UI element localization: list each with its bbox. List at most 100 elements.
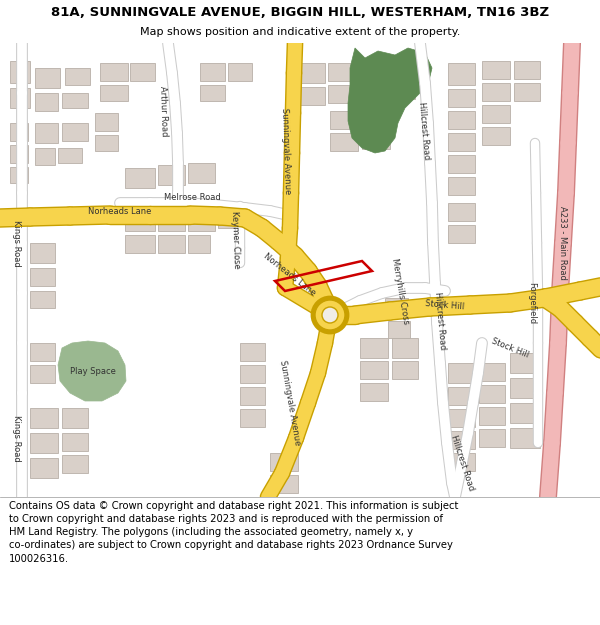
- Polygon shape: [448, 431, 475, 449]
- Polygon shape: [30, 458, 58, 478]
- Polygon shape: [388, 321, 410, 338]
- Polygon shape: [448, 225, 475, 243]
- Polygon shape: [30, 243, 55, 263]
- Polygon shape: [30, 291, 55, 308]
- Polygon shape: [218, 211, 242, 228]
- Text: Hillcrest Road: Hillcrest Road: [417, 102, 431, 161]
- Polygon shape: [58, 341, 126, 401]
- Polygon shape: [10, 123, 28, 141]
- Polygon shape: [125, 168, 155, 188]
- Polygon shape: [200, 85, 225, 101]
- Polygon shape: [100, 63, 128, 81]
- Polygon shape: [448, 133, 475, 151]
- Text: Play Space: Play Space: [70, 366, 116, 376]
- Polygon shape: [65, 68, 90, 85]
- Polygon shape: [482, 127, 510, 145]
- Polygon shape: [479, 363, 505, 381]
- Polygon shape: [188, 211, 215, 231]
- Text: Keymer Close: Keymer Close: [230, 211, 242, 269]
- Polygon shape: [479, 407, 505, 425]
- Polygon shape: [448, 89, 475, 107]
- Polygon shape: [240, 365, 265, 383]
- Polygon shape: [130, 63, 155, 81]
- Polygon shape: [30, 433, 58, 453]
- Text: Hillcrest Road: Hillcrest Road: [433, 292, 447, 351]
- Polygon shape: [448, 177, 475, 195]
- Polygon shape: [125, 211, 155, 231]
- Polygon shape: [448, 155, 475, 173]
- Polygon shape: [30, 408, 58, 428]
- Polygon shape: [95, 135, 118, 151]
- Polygon shape: [125, 235, 155, 253]
- Text: Sunningvale Avenue: Sunningvale Avenue: [280, 107, 292, 194]
- Polygon shape: [362, 131, 390, 149]
- Polygon shape: [358, 63, 383, 81]
- Polygon shape: [514, 61, 540, 79]
- Polygon shape: [388, 61, 415, 79]
- Polygon shape: [510, 353, 540, 373]
- Polygon shape: [448, 111, 475, 129]
- Polygon shape: [270, 453, 298, 471]
- Polygon shape: [360, 338, 388, 358]
- Polygon shape: [200, 63, 225, 81]
- Polygon shape: [300, 63, 325, 83]
- Text: Melrose Road: Melrose Road: [164, 194, 220, 202]
- Text: Stock Hill: Stock Hill: [425, 299, 465, 311]
- Polygon shape: [330, 111, 358, 129]
- Polygon shape: [448, 363, 475, 383]
- Circle shape: [322, 307, 338, 323]
- Polygon shape: [35, 148, 55, 165]
- Polygon shape: [330, 133, 358, 151]
- Polygon shape: [158, 165, 185, 185]
- Polygon shape: [362, 109, 390, 127]
- Polygon shape: [510, 378, 540, 398]
- Polygon shape: [58, 148, 82, 163]
- Polygon shape: [300, 87, 325, 105]
- Polygon shape: [10, 167, 28, 183]
- Text: Norheads Lane: Norheads Lane: [88, 208, 152, 216]
- Text: Sunningvale Avenue: Sunningvale Avenue: [278, 359, 302, 446]
- Text: Forgefield: Forgefield: [527, 282, 536, 324]
- Text: Hillcrest Road: Hillcrest Road: [449, 434, 475, 492]
- Polygon shape: [328, 63, 355, 81]
- Polygon shape: [448, 387, 475, 405]
- Polygon shape: [62, 455, 88, 473]
- Polygon shape: [328, 85, 355, 103]
- Polygon shape: [448, 453, 475, 471]
- Polygon shape: [479, 429, 505, 447]
- Text: Kings Road: Kings Road: [11, 414, 20, 461]
- Polygon shape: [35, 93, 58, 111]
- Polygon shape: [158, 235, 185, 253]
- Polygon shape: [482, 83, 510, 101]
- Polygon shape: [482, 61, 510, 79]
- Text: Contains OS data © Crown copyright and database right 2021. This information is : Contains OS data © Crown copyright and d…: [9, 501, 458, 564]
- Text: 81A, SUNNINGVALE AVENUE, BIGGIN HILL, WESTERHAM, TN16 3BZ: 81A, SUNNINGVALE AVENUE, BIGGIN HILL, WE…: [51, 6, 549, 19]
- Polygon shape: [228, 63, 252, 81]
- Polygon shape: [35, 123, 58, 143]
- Polygon shape: [385, 298, 408, 315]
- Text: Stock Hill: Stock Hill: [490, 336, 530, 359]
- Polygon shape: [10, 88, 30, 108]
- Polygon shape: [30, 343, 55, 361]
- Polygon shape: [392, 361, 418, 379]
- Polygon shape: [240, 409, 265, 427]
- Polygon shape: [448, 63, 475, 85]
- Polygon shape: [270, 475, 298, 493]
- Polygon shape: [188, 163, 215, 183]
- Polygon shape: [62, 408, 88, 428]
- Polygon shape: [240, 343, 265, 361]
- Polygon shape: [360, 361, 388, 379]
- Polygon shape: [479, 385, 505, 403]
- Text: Norheads Lane: Norheads Lane: [262, 252, 318, 298]
- Polygon shape: [240, 387, 265, 405]
- Polygon shape: [30, 268, 55, 286]
- Text: Arthur Road: Arthur Road: [158, 86, 169, 136]
- Text: A233 - Main Road: A233 - Main Road: [557, 206, 566, 280]
- Polygon shape: [10, 61, 30, 83]
- Polygon shape: [62, 93, 88, 108]
- Polygon shape: [158, 211, 185, 231]
- Polygon shape: [35, 68, 60, 88]
- Polygon shape: [510, 403, 540, 423]
- Text: Kings Road: Kings Road: [11, 219, 20, 266]
- Polygon shape: [388, 83, 415, 99]
